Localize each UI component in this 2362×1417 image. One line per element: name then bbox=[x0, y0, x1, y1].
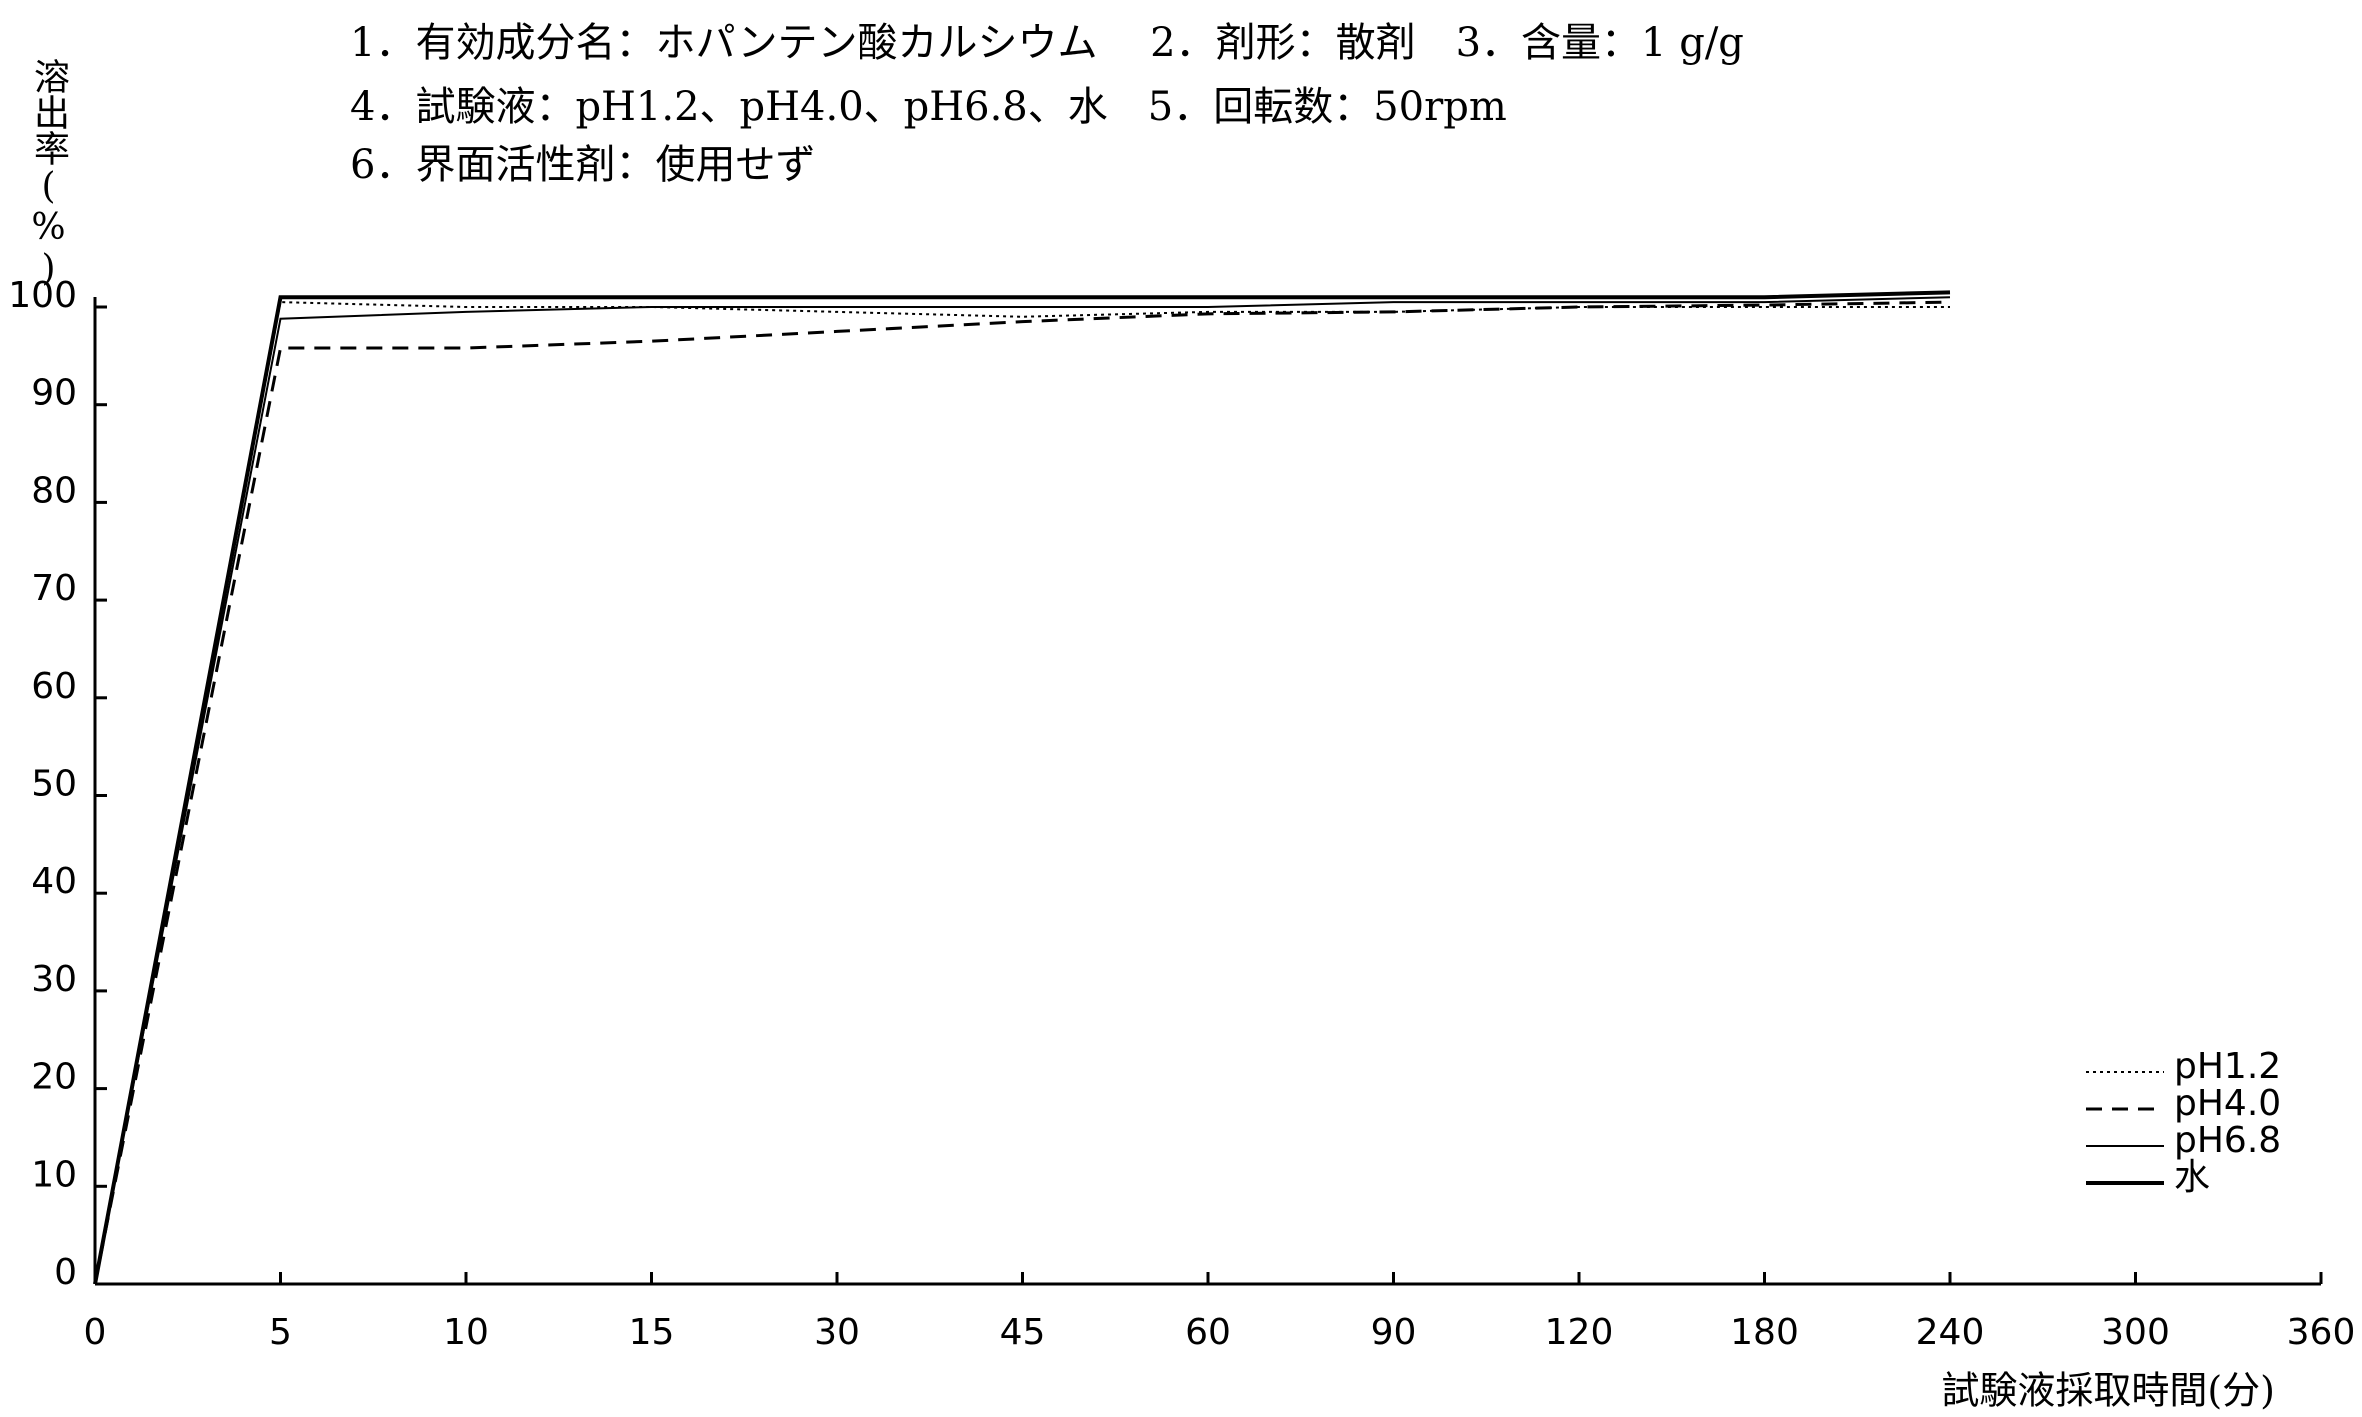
y-tick-label: 10 bbox=[31, 1154, 77, 1195]
legend-label: 水 bbox=[2174, 1157, 2210, 1198]
y-tick-label: 70 bbox=[31, 568, 77, 609]
y-tick-label: 60 bbox=[31, 666, 77, 707]
legend-label: pH4.0 bbox=[2174, 1083, 2281, 1124]
x-tick-label: 90 bbox=[1371, 1312, 1417, 1353]
y-tick-label: 100 bbox=[8, 275, 77, 316]
series-line bbox=[94, 301, 1950, 1285]
x-tick-label: 5 bbox=[269, 1312, 292, 1353]
series-line bbox=[93, 300, 1951, 1285]
y-axis-label: 溶出率(%) bbox=[28, 58, 69, 289]
y-tick-label: 20 bbox=[31, 1057, 77, 1098]
title-line: 6．界面活性剤：使用せず bbox=[350, 142, 815, 188]
x-tick-label: 10 bbox=[443, 1312, 489, 1353]
series-line bbox=[94, 296, 1951, 1285]
x-tick-label: 300 bbox=[2101, 1312, 2170, 1353]
title-line: 4．試験液：pH1.2、pH4.0、pH6.8、水 5．回転数：50rpm bbox=[350, 84, 1507, 130]
x-tick-label: 30 bbox=[814, 1312, 860, 1353]
y-tick-label: 30 bbox=[31, 959, 77, 1000]
x-tick-label: 240 bbox=[1916, 1312, 1985, 1353]
x-tick-label: 15 bbox=[629, 1312, 675, 1353]
y-tick-label: 0 bbox=[54, 1252, 77, 1293]
x-tick-label: 120 bbox=[1545, 1312, 1614, 1353]
x-tick-label: 180 bbox=[1730, 1312, 1799, 1353]
x-axis-label: 試験液採取時間(分) bbox=[1941, 1369, 2275, 1413]
x-tick-label: 45 bbox=[1000, 1312, 1046, 1353]
x-tick-label: 360 bbox=[2287, 1312, 2356, 1353]
title-line: 1．有効成分名：ホパンテン酸カルシウム 2．剤形：散剤 3．含量：1 g/g bbox=[350, 20, 1744, 66]
y-tick-label: 80 bbox=[31, 470, 77, 511]
y-tick-label: 50 bbox=[31, 764, 77, 805]
legend-label: pH1.2 bbox=[2174, 1046, 2281, 1087]
x-tick-label: 0 bbox=[84, 1312, 107, 1353]
y-tick-label: 90 bbox=[31, 373, 77, 414]
x-tick-label: 60 bbox=[1185, 1312, 1231, 1353]
legend-label: pH6.8 bbox=[2174, 1120, 2281, 1161]
y-tick-label: 40 bbox=[31, 861, 77, 902]
series-line bbox=[93, 290, 1951, 1285]
